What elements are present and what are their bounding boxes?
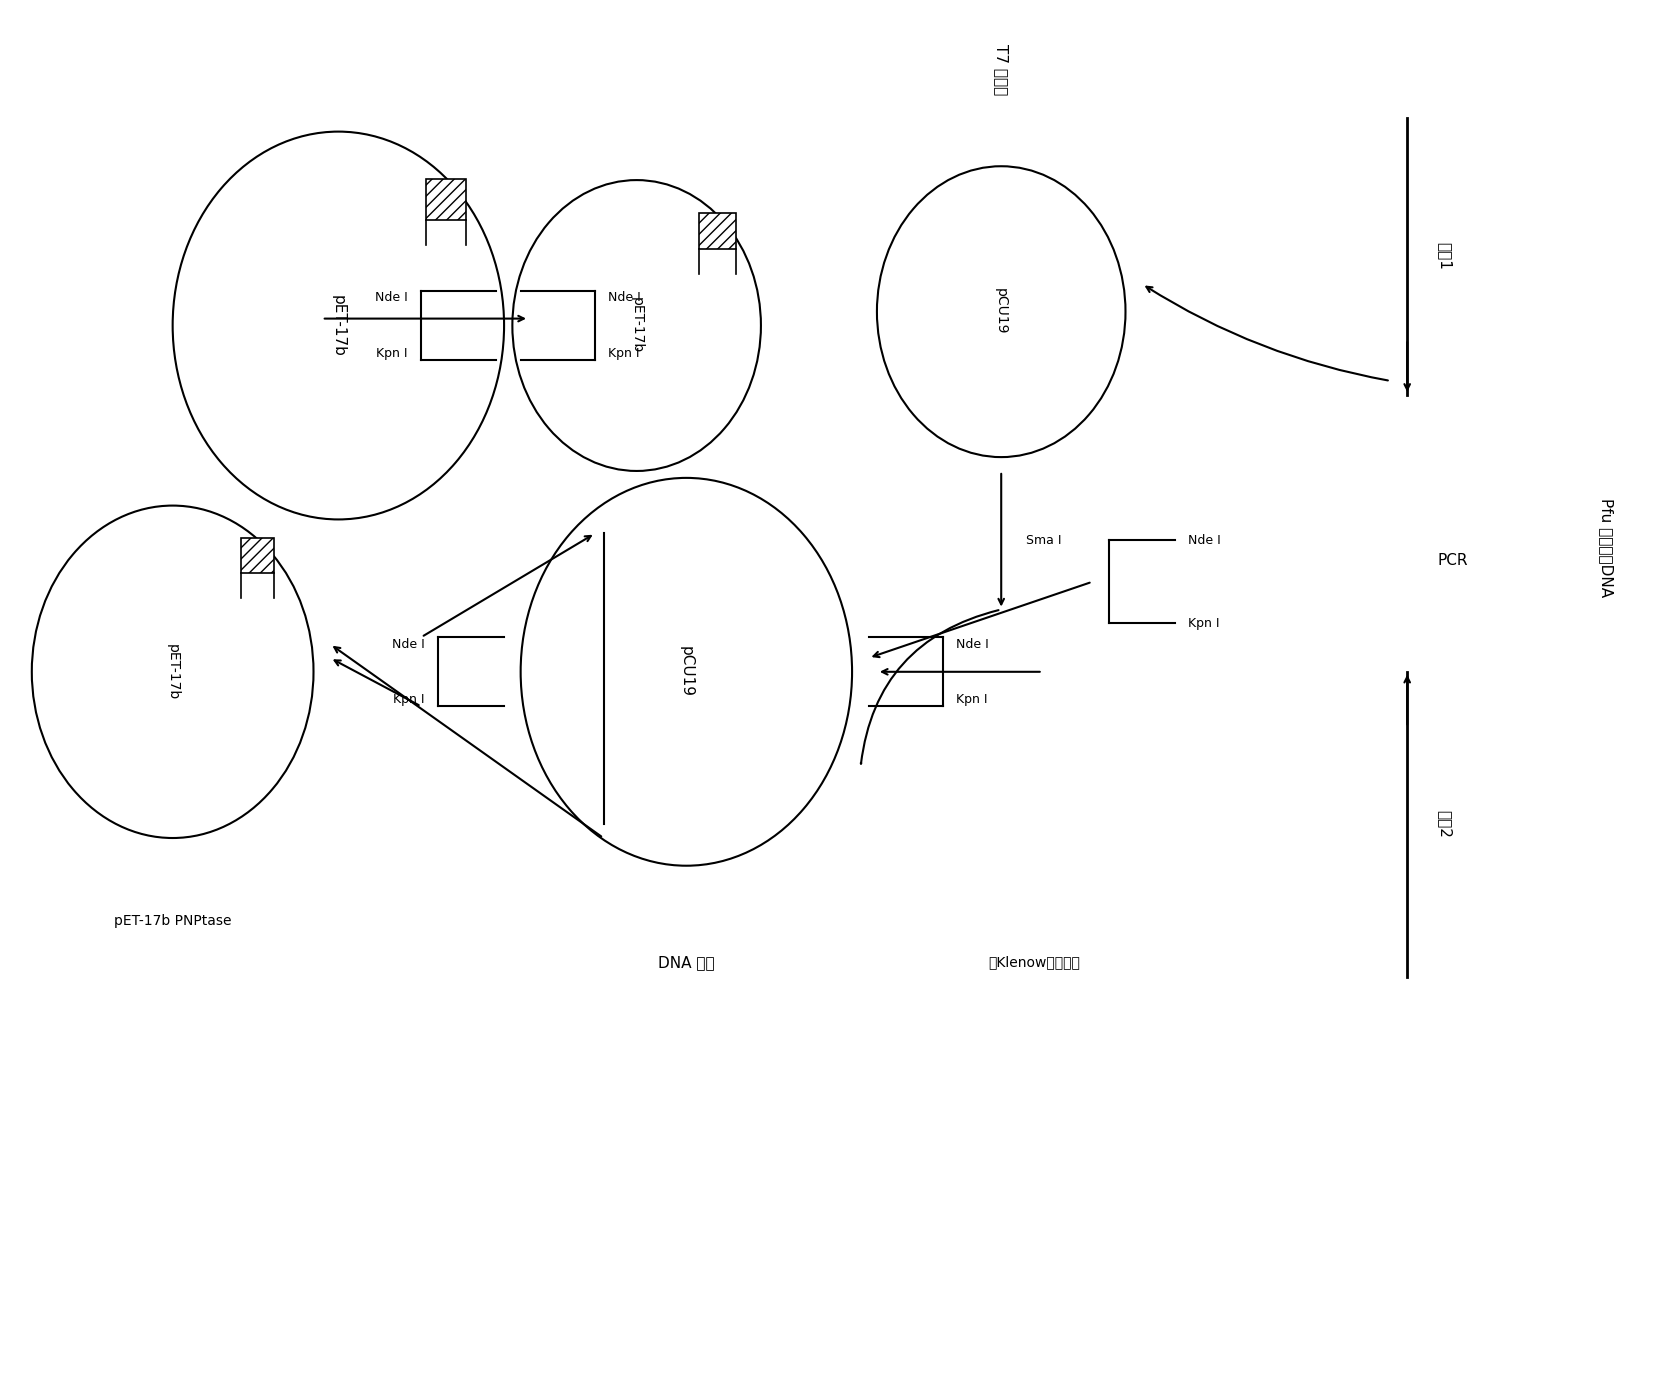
FancyBboxPatch shape xyxy=(241,539,274,572)
FancyBboxPatch shape xyxy=(698,213,735,249)
Text: pCU19: pCU19 xyxy=(678,646,693,697)
Text: pET-17b: pET-17b xyxy=(331,295,346,357)
Text: DNA 测序: DNA 测序 xyxy=(658,956,715,970)
Text: 引物1: 引物1 xyxy=(1437,242,1452,270)
Text: Nde I: Nde I xyxy=(1188,533,1222,547)
Text: Kpn I: Kpn I xyxy=(393,693,424,706)
Text: Pfu 矢量以及DNA: Pfu 矢量以及DNA xyxy=(1599,498,1614,597)
Text: Kpn I: Kpn I xyxy=(608,347,640,360)
Text: 引物2: 引物2 xyxy=(1437,810,1452,838)
Text: PCR: PCR xyxy=(1437,554,1467,568)
Text: T7 启动子: T7 启动子 xyxy=(994,43,1009,95)
Text: pET-17b: pET-17b xyxy=(630,298,643,354)
Text: Sma I: Sma I xyxy=(1026,533,1061,547)
Text: pET-17b: pET-17b xyxy=(165,644,180,700)
Text: Nde I: Nde I xyxy=(608,291,642,305)
Text: Nde I: Nde I xyxy=(376,291,408,305)
Text: pCU19: pCU19 xyxy=(994,288,1008,334)
Text: Nde I: Nde I xyxy=(956,638,989,651)
FancyBboxPatch shape xyxy=(426,179,466,220)
Text: Kpn I: Kpn I xyxy=(376,347,408,360)
Text: Nde I: Nde I xyxy=(391,638,424,651)
Text: Kpn I: Kpn I xyxy=(1188,617,1220,630)
Text: Kpn I: Kpn I xyxy=(956,693,988,706)
Text: 用Klenow充平末端: 用Klenow充平末端 xyxy=(989,956,1079,970)
Text: pET-17b PNPtase: pET-17b PNPtase xyxy=(114,914,231,928)
FancyArrowPatch shape xyxy=(861,610,999,764)
